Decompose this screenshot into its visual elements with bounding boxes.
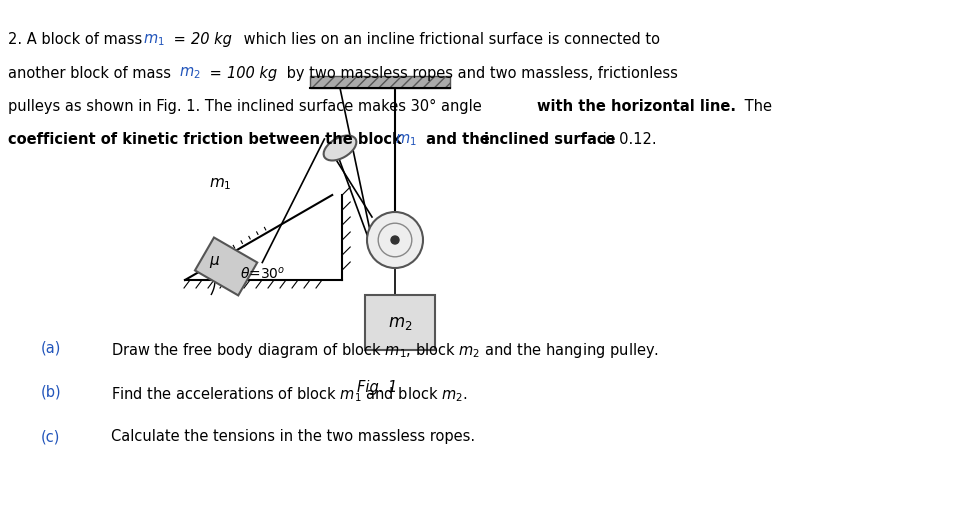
Text: =: = <box>205 66 227 81</box>
Text: 2. A block of mass: 2. A block of mass <box>8 32 146 47</box>
Text: is 0.12.: is 0.12. <box>598 132 657 147</box>
Circle shape <box>391 236 399 244</box>
Ellipse shape <box>323 136 356 161</box>
Text: $\theta$=30$^o$: $\theta$=30$^o$ <box>240 266 286 282</box>
Text: (a): (a) <box>41 341 61 356</box>
Text: $m_1$: $m_1$ <box>143 32 165 48</box>
Text: pulleys as shown in Fig. 1. The inclined surface makes 30° angle: pulleys as shown in Fig. 1. The inclined… <box>8 99 486 114</box>
Text: The: The <box>740 99 771 114</box>
Text: Find the accelerations of block $m_1$ and block $m_2$.: Find the accelerations of block $m_1$ an… <box>111 385 468 404</box>
Text: (b): (b) <box>41 385 61 400</box>
Text: Fig. 1: Fig. 1 <box>357 380 398 395</box>
Text: inclined surface: inclined surface <box>484 132 616 147</box>
Text: and the: and the <box>421 132 495 147</box>
Text: $m_2$: $m_2$ <box>179 66 200 81</box>
Bar <box>310 76 450 88</box>
Text: 100 kg: 100 kg <box>227 66 277 81</box>
Text: which lies on an incline frictional surface is connected to: which lies on an incline frictional surf… <box>239 32 660 47</box>
Text: another block of mass: another block of mass <box>8 66 175 81</box>
Text: with the horizontal line.: with the horizontal line. <box>537 99 737 114</box>
FancyBboxPatch shape <box>365 295 435 350</box>
Text: Draw the free body diagram of block $m_1$, block $m_2$ and the hanging pulley.: Draw the free body diagram of block $m_1… <box>111 341 659 360</box>
Text: coefficient of kinetic friction between the block: coefficient of kinetic friction between … <box>8 132 407 147</box>
Text: (c): (c) <box>41 429 60 444</box>
Polygon shape <box>195 238 257 295</box>
Text: 20 kg: 20 kg <box>191 32 231 47</box>
Text: $\mu$: $\mu$ <box>209 254 221 270</box>
Text: $m_1$: $m_1$ <box>209 176 232 192</box>
Text: Calculate the tensions in the two massless ropes.: Calculate the tensions in the two massle… <box>111 429 475 444</box>
Text: $m_1$: $m_1$ <box>395 132 416 148</box>
Text: $m_2$: $m_2$ <box>388 314 412 332</box>
Text: by two massless ropes and two massless, frictionless: by two massless ropes and two massless, … <box>282 66 678 81</box>
Text: =: = <box>169 32 191 47</box>
Circle shape <box>367 212 423 268</box>
